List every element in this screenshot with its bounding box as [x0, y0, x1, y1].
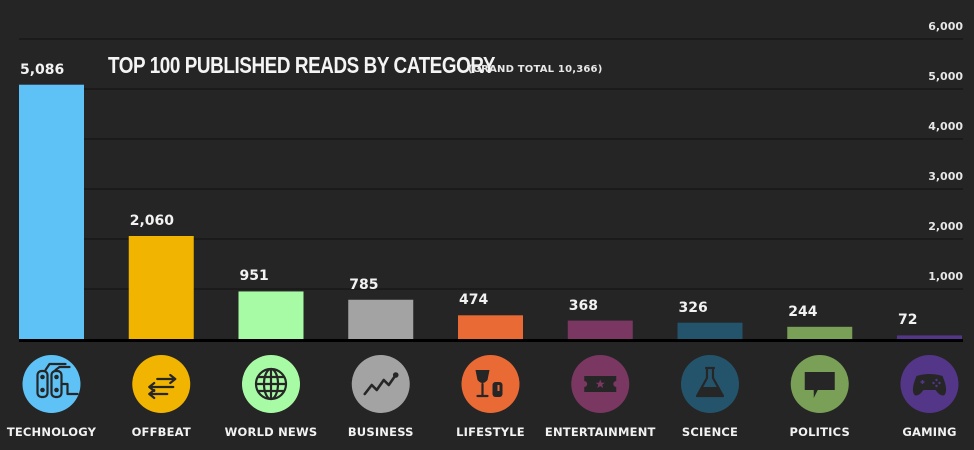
- icon-circle: [461, 355, 520, 413]
- category-label: TECHNOLOGY: [6, 425, 97, 439]
- category-label: WORLD NEWS: [224, 425, 318, 439]
- bar-offbeat: [128, 236, 194, 339]
- value-label: 785: [349, 276, 379, 293]
- bar-entertainment: [567, 320, 633, 339]
- category-label: GAMING: [902, 425, 957, 439]
- value-label: 474: [459, 292, 489, 309]
- bar-business: [348, 299, 414, 339]
- value-label: 326: [678, 299, 708, 316]
- category-label: ENTERTAINMENT: [544, 425, 656, 439]
- bar-technology: [19, 84, 84, 339]
- value-label: 5,086: [20, 61, 65, 78]
- chart-title: TOP 100 PUBLISHED READS BY CATEGORY: [108, 52, 496, 78]
- value-label: 368: [568, 297, 598, 314]
- bar-lifestyle: [458, 315, 523, 339]
- y-tick-label: 5,000: [928, 70, 963, 83]
- bar-science: [677, 322, 743, 339]
- y-tick-label: 4,000: [928, 120, 963, 133]
- category-label: POLITICS: [789, 425, 850, 439]
- gamepad-icon: [900, 355, 959, 413]
- value-label: 951: [239, 268, 269, 285]
- circuit-board-icon: [22, 355, 81, 413]
- category-label: BUSINESS: [347, 425, 414, 439]
- chart-subtitle: (GRAND TOTAL 10,366): [468, 64, 603, 75]
- bar-politics: [787, 326, 853, 339]
- speech-bubble-icon: [790, 355, 849, 413]
- category-label: SCIENCE: [681, 425, 739, 439]
- arrows-exchange-icon: [132, 355, 191, 413]
- icon-circle: [132, 355, 191, 413]
- flask-icon: [681, 355, 739, 413]
- trend-line-icon: [351, 355, 410, 413]
- y-tick-label: 3,000: [928, 170, 963, 183]
- y-tick-label: 1,000: [928, 270, 963, 283]
- globe-icon: [242, 355, 300, 413]
- value-label: 72: [898, 312, 918, 329]
- bar-gaming: [897, 335, 962, 339]
- y-tick-label: 2,000: [928, 220, 963, 233]
- bar-world-news: [238, 291, 304, 339]
- icon-circle: [681, 355, 739, 413]
- wine-glass-can-icon: [461, 355, 520, 413]
- category-label: OFFBEAT: [131, 425, 191, 439]
- category-label: LIFESTYLE: [456, 425, 525, 439]
- y-tick-label: 6,000: [928, 20, 963, 33]
- value-label: 244: [788, 303, 818, 320]
- ticket-star-icon: [571, 355, 630, 413]
- value-label: 2,060: [129, 213, 175, 229]
